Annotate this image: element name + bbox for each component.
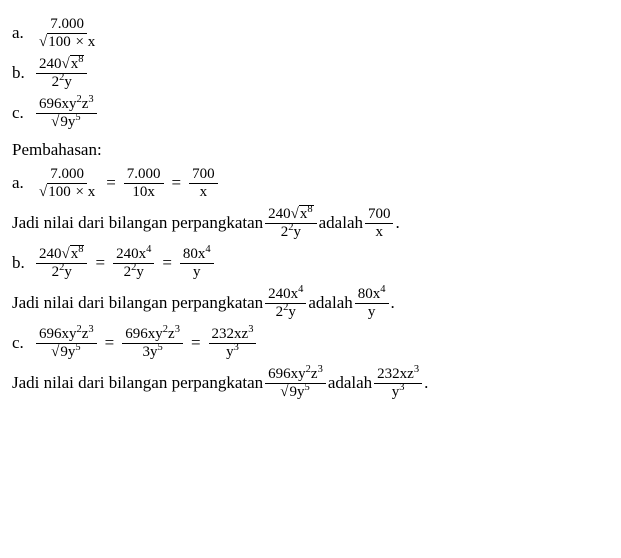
problem-b: b. 240√x8 22y [12,56,609,90]
conclusion-c-f2: 232xz3 y3 [374,366,422,400]
label-a: a. [12,24,34,43]
sol-b-f2: 240x4 22y [113,246,154,280]
label-b: b. [12,64,34,83]
frac-b-den: 22y [49,74,75,91]
conclusion-b-f1: 240x4 22y [265,286,306,320]
conclusion-b-pre: Jadi nilai dari bilangan perpangkatan [12,294,263,313]
conclusion-b: Jadi nilai dari bilangan perpangkatan 24… [12,286,609,320]
sol-c-label: c. [12,334,34,353]
solution-a: a. 7.000 √100 × x = 7.000 10x = 700 x [12,166,609,200]
label-c: c. [12,104,34,123]
sol-a-f1: 7.000 √100 × x [36,166,98,200]
sol-a-f2: 7.000 10x [124,166,164,200]
frac-a-num: 7.000 [47,16,87,34]
conclusion-c: Jadi nilai dari bilangan perpangkatan 69… [12,366,609,400]
sol-a-label: a. [12,174,34,193]
conclusion-a-post: . [395,214,399,233]
conclusion-a-f1: 240√x8 22y [265,206,316,240]
equals-icon: = [105,334,115,353]
conclusion-b-f2: 80x4 y [355,286,389,320]
frac-b: 240√x8 22y [36,56,87,90]
conclusion-c-post: . [424,374,428,393]
sol-c-f1: 696xy2z3 √9y5 [36,326,97,360]
sol-c-f2: 696xy2z3 3y5 [122,326,183,360]
problem-c: c. 696xy2z3 √9y5 [12,96,609,130]
frac-c: 696xy2z3 √9y5 [36,96,97,130]
conclusion-c-f1: 696xy2z3 √9y5 [265,366,326,400]
conclusion-b-mid: adalah [308,294,352,313]
equals-icon: = [162,254,172,273]
conclusion-c-mid: adalah [328,374,372,393]
frac-a: 7.000 √100 × x [36,16,98,50]
equals-icon: = [106,174,116,193]
conclusion-a-mid: adalah [319,214,363,233]
conclusion-b-post: . [391,294,395,313]
sol-b-f1: 240√x8 22y [36,246,87,280]
problem-a: a. 7.000 √100 × x [12,16,609,50]
conclusion-a-f2: 700 x [365,206,394,240]
equals-icon: = [172,174,182,193]
frac-c-num: 696xy2z3 [36,96,97,114]
conclusion-a: Jadi nilai dari bilangan perpangkatan 24… [12,206,609,240]
sol-c-f3: 232xz3 y3 [209,326,257,360]
conclusion-a-pre: Jadi nilai dari bilangan perpangkatan [12,214,263,233]
equals-icon: = [191,334,201,353]
pembahasan-heading: Pembahasan: [12,140,609,160]
sol-b-f3: 80x4 y [180,246,214,280]
solution-c: c. 696xy2z3 √9y5 = 696xy2z3 3y5 = 232xz3… [12,326,609,360]
solution-b: b. 240√x8 22y = 240x4 22y = 80x4 y [12,246,609,280]
frac-a-den: √100 × x [36,34,98,51]
equals-icon: = [95,254,105,273]
sol-b-label: b. [12,254,34,273]
conclusion-c-pre: Jadi nilai dari bilangan perpangkatan [12,374,263,393]
frac-c-den: √9y5 [48,114,84,131]
sol-a-f3: 700 x [189,166,218,200]
